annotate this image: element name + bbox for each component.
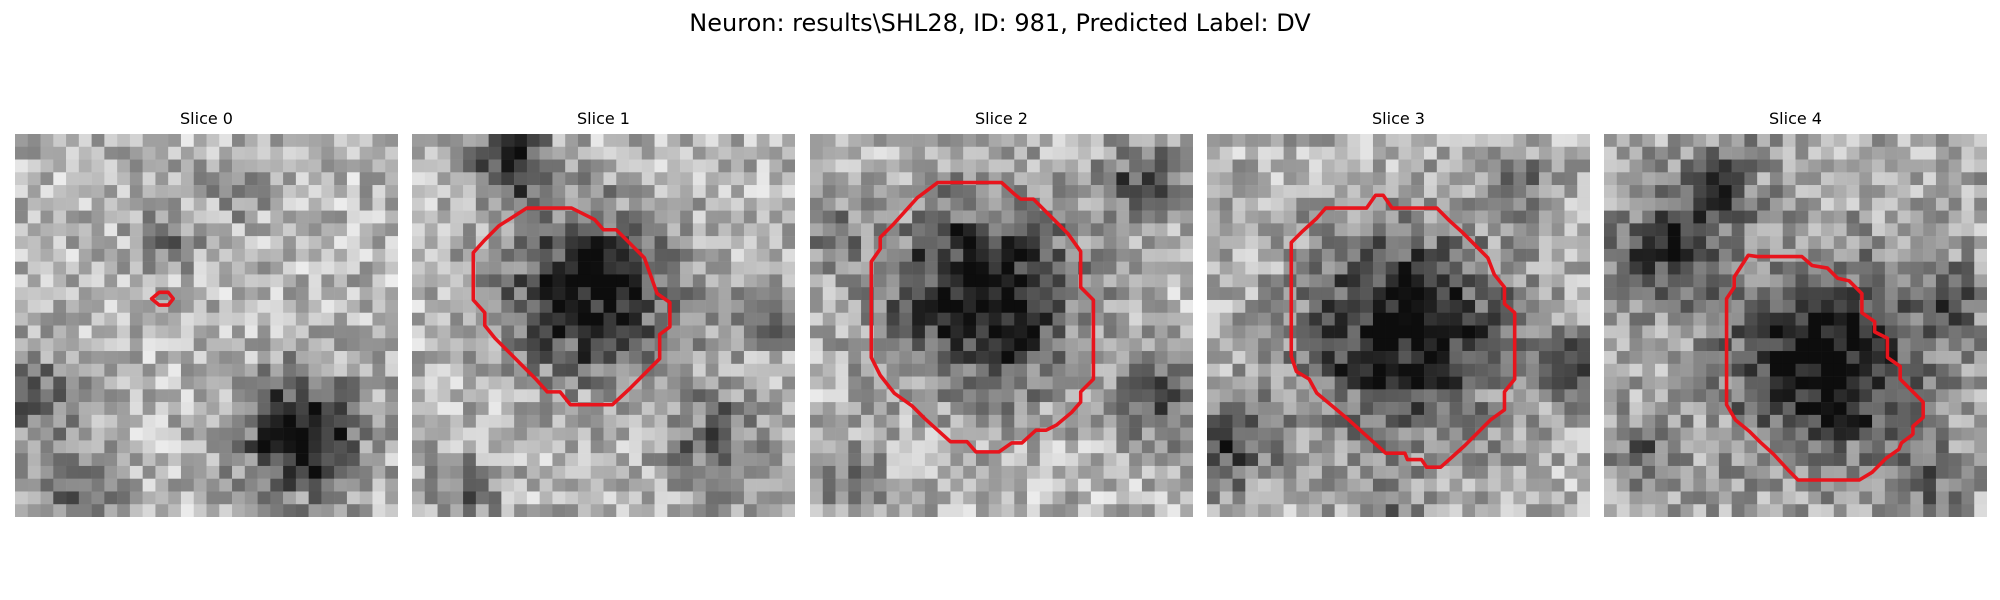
slice-title-4: Slice 4 bbox=[1769, 109, 1822, 128]
neuron-contour-2 bbox=[869, 180, 1096, 454]
slice-title-1: Slice 1 bbox=[577, 109, 630, 128]
slice-pixels-0 bbox=[15, 134, 398, 517]
neuron-contour-1 bbox=[471, 206, 672, 407]
slice-pixels-3 bbox=[1207, 134, 1590, 517]
slice-title-3: Slice 3 bbox=[1372, 109, 1425, 128]
slice-pixels-1 bbox=[412, 134, 795, 517]
slice-title-0: Slice 0 bbox=[180, 109, 233, 128]
neuron-contour-4 bbox=[1724, 253, 1925, 482]
slice-pixels-4 bbox=[1604, 134, 1987, 517]
figure-title: Neuron: results\SHL28, ID: 981, Predicte… bbox=[689, 9, 1311, 37]
slice-image-3 bbox=[1207, 134, 1590, 517]
neuron-contour-3 bbox=[1289, 193, 1517, 469]
slice-image-4 bbox=[1604, 134, 1987, 517]
slice-image-2 bbox=[810, 134, 1193, 517]
slice-image-0 bbox=[15, 134, 398, 517]
neuron-contour-0 bbox=[149, 290, 176, 307]
slice-pixels-2 bbox=[810, 134, 1193, 517]
slice-image-1 bbox=[412, 134, 795, 517]
slice-title-2: Slice 2 bbox=[975, 109, 1028, 128]
